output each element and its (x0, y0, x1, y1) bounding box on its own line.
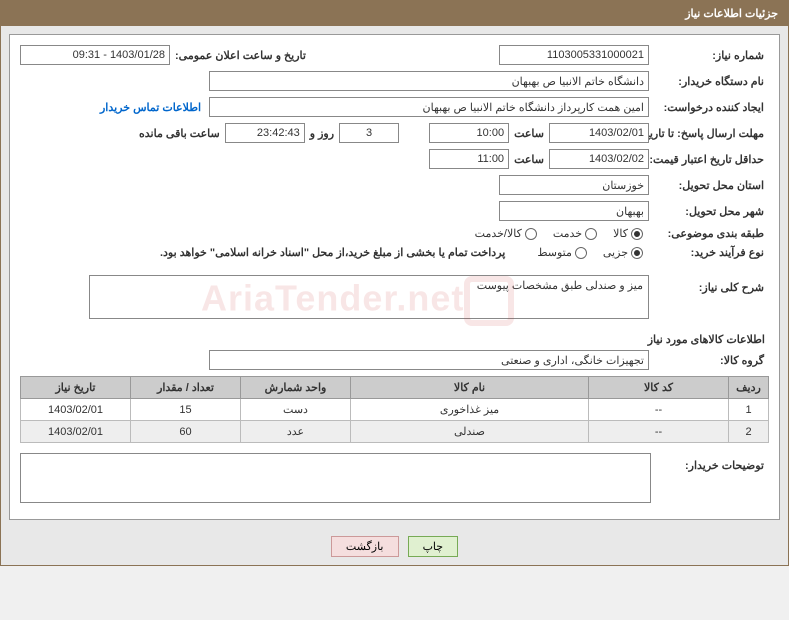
radio-label: خدمت (553, 227, 582, 240)
radio-dot-icon (585, 228, 597, 240)
label-time-remaining: ساعت باقی مانده (134, 127, 225, 140)
price-valid-time-field: 11:00 (429, 149, 509, 169)
label-requester: ایجاد کننده درخواست: (649, 101, 769, 114)
page-title: جزئیات اطلاعات نیاز (1, 1, 788, 26)
buyer-org-field: دانشگاه خاتم الانبیا ص بهبهان (209, 71, 649, 91)
cell-code: -- (589, 399, 729, 421)
label-topic-class: طبقه بندی موضوعی: (649, 227, 769, 240)
announce-dt-field: 1403/01/28 - 09:31 (20, 45, 170, 65)
print-button[interactable]: چاپ (408, 536, 459, 557)
label-hour-2: ساعت (509, 153, 549, 166)
cell-qty: 15 (131, 399, 241, 421)
cell-code: -- (589, 421, 729, 443)
purchase-radio-group: جزیی متوسط (531, 246, 649, 259)
radio-topic-goods[interactable]: کالا (607, 227, 649, 240)
label-reply-deadline: مهلت ارسال پاسخ: تا تاریخ: (649, 127, 769, 140)
cell-name: میز غذاخوری (351, 399, 589, 421)
radio-label: کالا (613, 227, 628, 240)
radio-label: جزیی (603, 246, 628, 259)
th-row: ردیف (729, 377, 769, 399)
radio-dot-icon (631, 228, 643, 240)
label-price-validity: حداقل تاریخ اعتبار قیمت: تا تاریخ: (649, 153, 769, 166)
label-hour-1: ساعت (509, 127, 549, 140)
city-field: بهبهان (499, 201, 649, 221)
radio-dot-icon (525, 228, 537, 240)
th-qty: تعداد / مقدار (131, 377, 241, 399)
days-left-field: 3 (339, 123, 399, 143)
cell-unit: دست (241, 399, 351, 421)
th-unit: واحد شمارش (241, 377, 351, 399)
need-no-field: 1103005331000021 (499, 45, 649, 65)
radio-label: کالا/خدمت (475, 227, 522, 240)
label-days-and: روز و (305, 127, 339, 140)
label-need-no: شماره نیاز: (649, 49, 769, 62)
label-announce-dt: تاریخ و ساعت اعلان عمومی: (170, 49, 311, 62)
label-province: استان محل تحویل: (649, 179, 769, 192)
buyer-notes-field (20, 453, 651, 503)
label-purchase-type: نوع فرآیند خرید: (649, 246, 769, 259)
topic-radio-group: کالا خدمت کالا/خدمت (469, 227, 649, 240)
cell-date: 1403/02/01 (21, 399, 131, 421)
cell-qty: 60 (131, 421, 241, 443)
back-button[interactable]: بازگشت (331, 536, 399, 557)
province-field: خوزستان (499, 175, 649, 195)
cell-idx: 2 (729, 421, 769, 443)
section-goods-info: اطلاعات کالاهای مورد نیاز (20, 325, 769, 350)
label-buyer-org: نام دستگاه خریدار: (649, 75, 769, 88)
label-general-desc: شرح کلی نیاز: (649, 275, 769, 294)
payment-note: پرداخت تمام یا بخشی از مبلغ خرید،از محل … (154, 246, 511, 259)
radio-topic-service[interactable]: خدمت (547, 227, 603, 240)
price-valid-date-field: 1403/02/02 (549, 149, 649, 169)
countdown-field: 23:42:43 (225, 123, 305, 143)
cell-idx: 1 (729, 399, 769, 421)
table-row: 2 -- صندلی عدد 60 1403/02/01 (21, 421, 769, 443)
requester-field: امین همت کارپرداز دانشگاه خاتم الانبیا ص… (209, 97, 649, 117)
label-buyer-notes: توضیحات خریدار: (651, 453, 769, 472)
radio-purchase-medium[interactable]: متوسط (531, 246, 593, 259)
th-code: کد کالا (589, 377, 729, 399)
general-desc-field: میز و صندلی طبق مشخصات پیوست (89, 275, 649, 319)
th-name: نام کالا (351, 377, 589, 399)
th-date: تاریخ نیاز (21, 377, 131, 399)
label-goods-group: گروه کالا: (649, 354, 769, 367)
reply-time-field: 10:00 (429, 123, 509, 143)
radio-dot-icon (631, 247, 643, 259)
items-table: ردیف کد کالا نام کالا واحد شمارش تعداد /… (20, 376, 769, 443)
table-row: 1 -- میز غذاخوری دست 15 1403/02/01 (21, 399, 769, 421)
cell-unit: عدد (241, 421, 351, 443)
radio-dot-icon (575, 247, 587, 259)
goods-group-field: تجهیزات خانگی، اداری و صنعتی (209, 350, 649, 370)
label-city: شهر محل تحویل: (649, 205, 769, 218)
radio-topic-both[interactable]: کالا/خدمت (469, 227, 543, 240)
cell-date: 1403/02/01 (21, 421, 131, 443)
radio-purchase-small[interactable]: جزیی (597, 246, 649, 259)
reply-date-field: 1403/02/01 (549, 123, 649, 143)
radio-label: متوسط (537, 246, 572, 259)
contact-buyer-link[interactable]: اطلاعات تماس خریدار (92, 101, 209, 114)
cell-name: صندلی (351, 421, 589, 443)
